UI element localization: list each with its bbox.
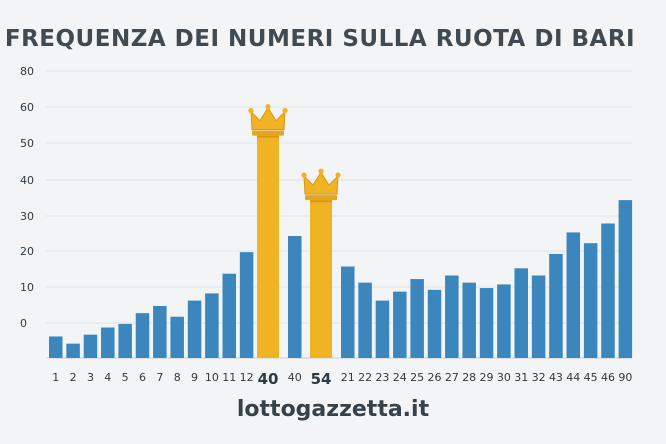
bar (375, 300, 390, 358)
y-tick-label: 40 (20, 174, 34, 187)
bar (393, 291, 407, 358)
bar-top-edge (310, 200, 332, 203)
bar (222, 273, 236, 358)
crown-jewel (318, 168, 324, 174)
x-tick-label: 28 (462, 371, 476, 384)
bar (288, 236, 302, 358)
crown-band (252, 130, 284, 136)
x-tick-label: 11 (222, 371, 236, 384)
crown-jewel (265, 103, 271, 110)
x-tick-label: 27 (445, 371, 459, 384)
x-tick-label: 6 (139, 371, 146, 384)
y-tick-label: 80 (20, 65, 34, 78)
x-tick-label: 45 (584, 371, 598, 384)
bar (358, 282, 372, 358)
x-tick-label: 5 (122, 371, 129, 384)
bar (601, 223, 615, 358)
bar (445, 275, 459, 358)
x-tick-label: 22 (358, 371, 372, 384)
x-tick-label: 8 (174, 371, 181, 384)
bar (49, 336, 63, 358)
x-tick-label: 23 (375, 371, 389, 384)
y-tick-label: 60 (20, 101, 34, 114)
bar (549, 253, 563, 358)
x-tick-label: 32 (532, 371, 546, 384)
x-tick-label: 10 (205, 371, 219, 384)
x-tick-label: 3 (87, 371, 94, 384)
bar (187, 300, 202, 358)
x-tick-label: 40 (288, 371, 302, 384)
bar (205, 293, 219, 358)
x-tick-label: 43 (549, 371, 563, 384)
x-tick-label: 54 (311, 370, 332, 388)
bar (257, 135, 279, 358)
crown-body (250, 106, 286, 131)
bar (101, 327, 115, 358)
bar (427, 289, 442, 358)
crown-band (305, 195, 337, 201)
bar (462, 282, 476, 358)
crown-body (303, 171, 339, 195)
bar (310, 200, 332, 358)
x-tick-label: 9 (191, 371, 198, 384)
x-tick-label: 26 (428, 371, 442, 384)
bar (170, 316, 184, 358)
bar (497, 284, 511, 358)
bar (410, 279, 424, 358)
x-tick-label: 40 (258, 370, 279, 388)
x-tick-label: 44 (566, 371, 580, 384)
x-tick-label: 24 (393, 371, 407, 384)
bar (135, 313, 150, 358)
x-tick-label: 30 (497, 371, 511, 384)
bar (153, 305, 167, 358)
x-tick-label: 29 (480, 371, 494, 384)
bar (83, 334, 98, 358)
crown-jewel (335, 172, 341, 178)
y-tick-label: 10 (20, 281, 34, 294)
y-tick-label: 20 (20, 245, 34, 258)
bar (531, 275, 546, 358)
bar (479, 288, 494, 358)
x-tick-label: 4 (104, 371, 111, 384)
bar (66, 343, 80, 358)
site-footer: lottogazzetta.it (236, 397, 430, 422)
x-tick-label: 2 (70, 371, 77, 384)
crown-jewel (248, 107, 254, 114)
x-tick-label: 90 (618, 371, 632, 384)
x-tick-label: 31 (514, 371, 528, 384)
bar-top-edge (257, 135, 279, 138)
bar (618, 200, 633, 358)
crown-jewel (301, 172, 307, 178)
bar (239, 252, 254, 358)
bar (514, 268, 528, 358)
chart-title: FREQUENZA DEI NUMERI SULLA RUOTA DI BARI (4, 26, 636, 52)
bar (583, 243, 598, 358)
crown-icon (301, 168, 341, 201)
x-tick-label: 25 (410, 371, 424, 384)
crown-jewel (282, 107, 288, 114)
bar (566, 232, 581, 358)
x-tick-label: 12 (240, 371, 254, 384)
y-tick-label: 0 (20, 317, 27, 330)
x-tick-label: 21 (341, 371, 355, 384)
x-tick-label: 46 (601, 371, 615, 384)
bar (341, 266, 355, 358)
y-tick-label: 50 (20, 137, 34, 150)
bar (118, 323, 132, 358)
y-tick-label: 30 (20, 210, 34, 223)
x-tick-label: 7 (156, 371, 163, 384)
crown-icon (248, 103, 288, 136)
x-tick-label: 1 (52, 371, 59, 384)
